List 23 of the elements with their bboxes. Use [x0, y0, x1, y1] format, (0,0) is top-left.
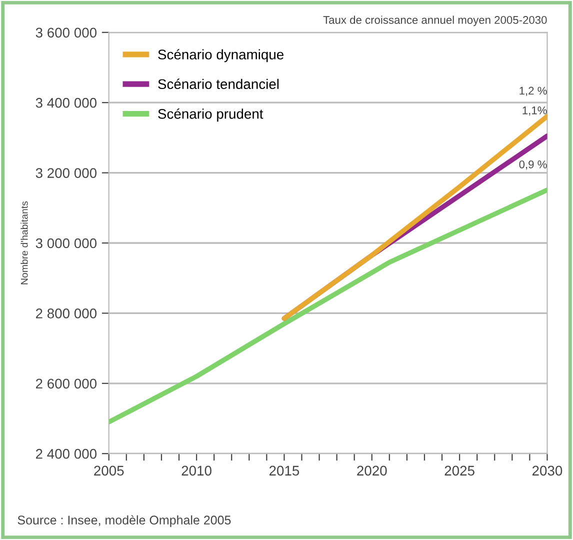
x-tick-label: 2030: [532, 466, 562, 476]
annotation: 1,2 %: [520, 86, 547, 96]
source-note: Source : Insee, modèle Omphale 2005: [18, 515, 231, 527]
x-tick-label: 2010: [182, 466, 212, 476]
legend-label: Scénario dynamique: [158, 49, 284, 62]
x-tick-label: 2020: [357, 466, 387, 476]
y-axis-title: Nombre d'habitants: [20, 201, 28, 284]
y-tick-label: 3 000 000: [36, 238, 97, 248]
y-tick-label: 3 200 000: [36, 168, 97, 178]
x-tick-label: 2015: [269, 466, 300, 476]
y-tick-label: 3 400 000: [36, 98, 97, 108]
annotation: 0,9 %: [519, 160, 547, 170]
legend-label: Scénario tendanciel: [158, 78, 279, 90]
y-tick-label: 2 800 000: [36, 308, 97, 318]
line-series: [108, 188, 548, 424]
y-tick-label: 3 600 000: [36, 28, 97, 38]
y-tick-label: 2 400 000: [36, 448, 97, 459]
y-tick-label: 2 600 000: [36, 378, 97, 389]
legend-label: Scénario prudent: [158, 108, 264, 122]
annotation: 1,1%: [522, 106, 547, 116]
chart-subtitle: Taux de croissance annuel moyen 2005-2030: [323, 16, 547, 26]
x-tick-label: 2005: [94, 466, 124, 476]
x-tick-label: 2025: [444, 466, 474, 476]
